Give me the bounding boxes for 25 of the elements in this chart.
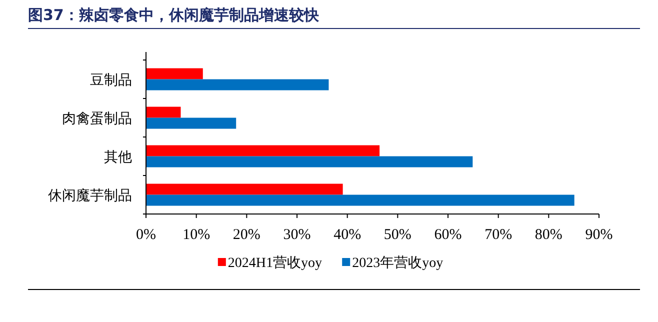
y-tick-label: 豆制品 [90, 72, 132, 88]
bar [146, 79, 329, 90]
y-tick-label: 肉禽蛋制品 [62, 110, 132, 127]
x-tick-label: 10% [182, 227, 210, 243]
bar [146, 184, 343, 195]
x-tick-label: 70% [484, 227, 512, 243]
bar [146, 145, 380, 156]
bar [146, 156, 473, 168]
legend-label: 2023年营收yoy [352, 255, 444, 271]
x-tick-label: 40% [334, 227, 362, 243]
x-tick-label: 80% [534, 227, 562, 243]
x-tick-label: 60% [434, 227, 462, 243]
bar [146, 68, 203, 80]
bar [146, 106, 181, 118]
y-tick-label: 其他 [104, 149, 132, 166]
x-tick-label: 90% [585, 227, 613, 243]
bar [146, 118, 236, 129]
x-tick-label: 20% [232, 227, 260, 243]
y-tick-label: 休闲魔芋制品 [48, 188, 132, 204]
x-tick-label: 0% [136, 227, 156, 243]
legend-label: 2024H1营收yoy [228, 255, 322, 271]
x-tick-label: 30% [283, 227, 311, 243]
chart-title: 图37：辣卤零食中，休闲魔芋制品增速较快 [28, 6, 640, 29]
x-tick-label: 50% [384, 227, 412, 243]
bar [146, 194, 574, 206]
